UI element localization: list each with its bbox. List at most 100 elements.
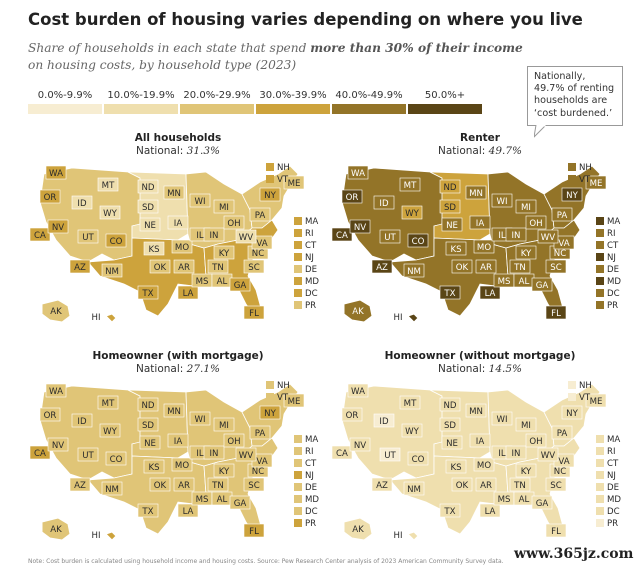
state-label-wa: WA: [49, 169, 63, 179]
state-mn: [465, 185, 487, 200]
state-label-or: OR: [44, 411, 57, 421]
state-ar: [173, 259, 195, 274]
state-label-id: ID: [77, 199, 87, 209]
state-nm: [403, 263, 425, 278]
side-swatch-pr: [596, 301, 604, 309]
state-label-wy: WY: [103, 427, 117, 437]
state-or: [341, 407, 363, 422]
state-az: [69, 259, 91, 274]
side-swatch-ma: [596, 435, 604, 443]
side-swatch-de: [596, 483, 604, 491]
state-nd: [137, 397, 159, 412]
state-oh: [525, 433, 547, 448]
state-tn: [207, 259, 229, 274]
state-wi: [189, 411, 211, 426]
state-ne: [441, 435, 463, 450]
side-label-pr: PR: [305, 519, 316, 529]
state-nm: [403, 481, 425, 496]
state-label-ga: GA: [536, 499, 549, 509]
state-ia: [167, 433, 189, 448]
state-label-ms: MS: [196, 495, 209, 505]
panel-title: Homeowner (without mortgage): [384, 350, 576, 362]
state-ak: [41, 299, 71, 323]
state-label-va: VA: [256, 457, 267, 467]
state-ny: [259, 405, 281, 420]
state-label-al: AL: [217, 277, 228, 287]
state-label-sc: SC: [550, 263, 561, 273]
state-ca: [331, 445, 353, 460]
state-mi: [515, 199, 537, 214]
state-label-az: AZ: [376, 481, 388, 491]
state-mt: [97, 177, 119, 192]
side-label-ri: RI: [305, 229, 314, 239]
state-label-tn: TN: [211, 481, 224, 491]
side-label-ri: RI: [607, 229, 616, 239]
state-label-il: IL: [196, 231, 204, 241]
state-label-ks: KS: [148, 245, 159, 255]
state-label-ut: UT: [384, 451, 396, 461]
state-sd: [439, 417, 461, 432]
chart-title: Cost burden of housing varies depending …: [28, 10, 583, 29]
side-label-pr: PR: [607, 519, 618, 529]
side-swatch-vt: [266, 175, 274, 183]
state-label-oh: OH: [529, 219, 542, 229]
side-swatch-nj: [596, 471, 604, 479]
state-label-ny: NY: [264, 191, 276, 201]
state-label-nm: NM: [407, 267, 421, 277]
side-swatch-ma: [294, 217, 302, 225]
legend-item: 30.0%-39.9%: [256, 90, 330, 120]
side-label-pr: PR: [305, 301, 316, 311]
state-tx: [439, 285, 461, 300]
state-label-nd: ND: [443, 183, 456, 193]
state-label-mi: MI: [521, 203, 531, 213]
state-label-ar: AR: [178, 263, 190, 273]
state-ks: [445, 459, 467, 474]
state-label-ut: UT: [384, 233, 396, 243]
state-ne: [139, 435, 161, 450]
state-me: [283, 393, 305, 408]
state-pa: [551, 207, 573, 222]
side-swatch-de: [294, 265, 302, 273]
state-label-wy: WY: [103, 209, 117, 219]
state-la: [177, 503, 199, 518]
state-label-ne: NE: [446, 221, 458, 231]
state-wa: [347, 165, 369, 180]
state-label-nv: NV: [52, 223, 64, 233]
state-ar: [475, 477, 497, 492]
side-swatch-nh: [568, 163, 576, 171]
side-label-nh: NH: [277, 381, 290, 391]
side-swatch-pr: [596, 519, 604, 527]
side-label-de: DE: [305, 265, 317, 275]
side-label-nh: NH: [579, 163, 592, 173]
state-hi: [407, 313, 419, 323]
state-ar: [475, 259, 497, 274]
chart-subtitle: Share of households in each state that s…: [28, 41, 523, 72]
state-wv: [537, 447, 559, 462]
state-label-nv: NV: [354, 223, 366, 233]
state-label-ms: MS: [498, 495, 511, 505]
state-fl: [243, 523, 265, 538]
state-mt: [399, 395, 421, 410]
side-label-nh: NH: [277, 163, 290, 173]
state-ok: [149, 259, 171, 274]
state-label-wi: WI: [496, 415, 507, 425]
state-label-nc: NC: [252, 467, 264, 477]
state-label-ut: UT: [82, 451, 94, 461]
state-ia: [469, 433, 491, 448]
state-or: [39, 189, 61, 204]
side-swatch-de: [294, 483, 302, 491]
state-label-tn: TN: [211, 263, 224, 273]
state-label-in: IN: [210, 231, 219, 241]
state-label-ca: CA: [336, 449, 348, 459]
state-label-co: CO: [412, 455, 425, 465]
state-label-tx: TX: [443, 289, 455, 299]
state-id: [71, 195, 93, 210]
state-label-nd: ND: [141, 183, 154, 193]
state-label-nm: NM: [407, 485, 421, 495]
state-label-va: VA: [558, 457, 569, 467]
state-label-wv: WV: [239, 451, 253, 461]
state-or: [39, 407, 61, 422]
state-label-mi: MI: [219, 421, 229, 431]
state-label-az: AZ: [74, 481, 86, 491]
state-label-me: ME: [590, 397, 603, 407]
